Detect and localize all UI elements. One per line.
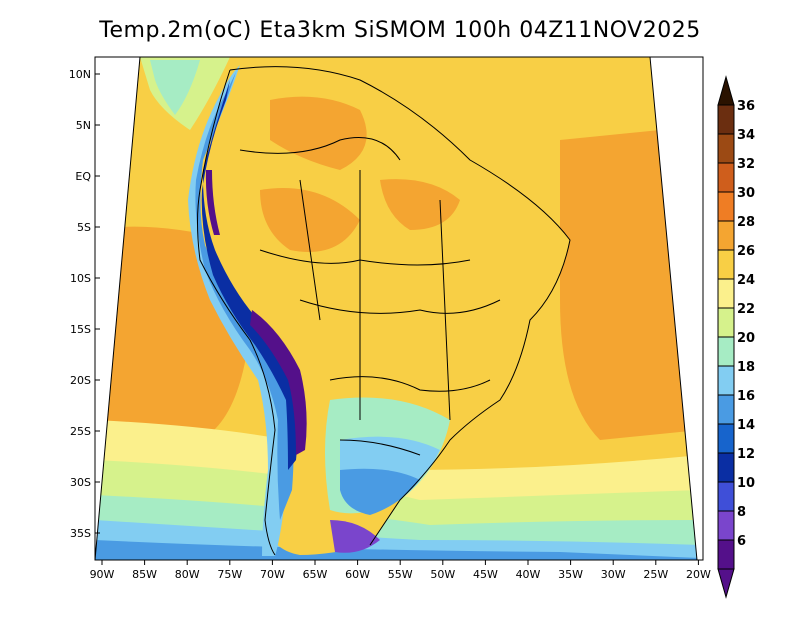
temperature-field bbox=[95, 57, 697, 560]
map-frame bbox=[94, 56, 704, 561]
x-tick-label: 90W bbox=[90, 568, 115, 581]
colorbar-segment bbox=[717, 539, 735, 570]
colorbar-segment bbox=[717, 423, 735, 454]
colorbar-label: 6 bbox=[737, 534, 746, 549]
colorbar-label: 20 bbox=[737, 331, 755, 346]
colorbar-label: 24 bbox=[737, 273, 755, 288]
x-tick-label: 30W bbox=[601, 568, 626, 581]
x-tick-label: 85W bbox=[132, 568, 157, 581]
colorbar-label: 8 bbox=[737, 505, 746, 520]
colorbar-segment bbox=[717, 133, 735, 164]
y-tick-label: 25S bbox=[70, 425, 91, 438]
colorbar-segment bbox=[717, 162, 735, 193]
y-tick-label: 35S bbox=[70, 527, 91, 540]
x-tick-label: 60W bbox=[345, 568, 370, 581]
y-tick-label: 10S bbox=[70, 272, 91, 285]
colorbar-top-arrow bbox=[717, 75, 735, 106]
colorbar-label: 32 bbox=[737, 157, 755, 172]
x-tick-label: 75W bbox=[217, 568, 242, 581]
map-borders bbox=[197, 66, 571, 556]
x-tick-label: 65W bbox=[303, 568, 328, 581]
colorbar-label: 16 bbox=[737, 389, 755, 404]
colorbar-segment bbox=[717, 249, 735, 280]
colorbar-label: 18 bbox=[737, 360, 755, 375]
x-tick-label: 20W bbox=[686, 568, 711, 581]
colorbar-label: 12 bbox=[737, 447, 755, 462]
y-tick-label: EQ bbox=[75, 170, 91, 183]
colorbar-segment bbox=[717, 191, 735, 222]
y-tick-label: 15S bbox=[70, 323, 91, 336]
y-tick-label: 10N bbox=[69, 68, 91, 81]
colorbar-label: 10 bbox=[737, 476, 755, 491]
colorbar-segment bbox=[717, 278, 735, 309]
x-tick-label: 35W bbox=[558, 568, 583, 581]
colorbar-bottom-arrow bbox=[717, 568, 735, 599]
map-title: Temp.2m(oC) Eta3km SiSMOM 100h 04Z11NOV2… bbox=[99, 18, 701, 43]
x-tick-label: 45W bbox=[473, 568, 498, 581]
x-tick-label: 50W bbox=[430, 568, 455, 581]
colorbar-segment bbox=[717, 481, 735, 512]
colorbar-segment bbox=[717, 104, 735, 135]
y-axis: 10N 5N EQ 5S 10S 15S 20S 25S 30S 35S bbox=[69, 68, 100, 540]
x-tick-label: 40W bbox=[516, 568, 541, 581]
y-tick-label: 30S bbox=[70, 476, 91, 489]
colorbar-label: 36 bbox=[737, 99, 755, 114]
colorbar-label: 26 bbox=[737, 244, 755, 259]
colorbar-label: 34 bbox=[737, 128, 755, 143]
colorbar-label: 28 bbox=[737, 215, 755, 230]
x-tick-label: 80W bbox=[175, 568, 200, 581]
colorbar-label: 30 bbox=[737, 186, 755, 201]
colorbar-segment bbox=[717, 307, 735, 338]
x-tick-label: 70W bbox=[260, 568, 285, 581]
y-tick-label: 5S bbox=[77, 221, 91, 234]
colorbar-segment bbox=[717, 510, 735, 541]
x-axis: 90W 85W 80W 75W 70W 65W 60W 55W 50W 45W 40W 35W 30W 2… bbox=[90, 560, 711, 581]
colorbar-label: 14 bbox=[737, 418, 755, 433]
colorbar-segment bbox=[717, 365, 735, 396]
colorbar-label: 22 bbox=[737, 302, 755, 317]
y-tick-label: 20S bbox=[70, 374, 91, 387]
x-tick-label: 25W bbox=[643, 568, 668, 581]
colorbar-segment bbox=[717, 452, 735, 483]
x-tick-label: 55W bbox=[388, 568, 413, 581]
colorbar-segment bbox=[717, 220, 735, 251]
colorbar-segment bbox=[717, 336, 735, 367]
colorbar: 36 34 32 30 28 26 24 22 20 18 16 14 12 10 8 6 bbox=[717, 75, 755, 599]
colorbar-segment bbox=[717, 394, 735, 425]
y-tick-label: 5N bbox=[76, 119, 91, 132]
